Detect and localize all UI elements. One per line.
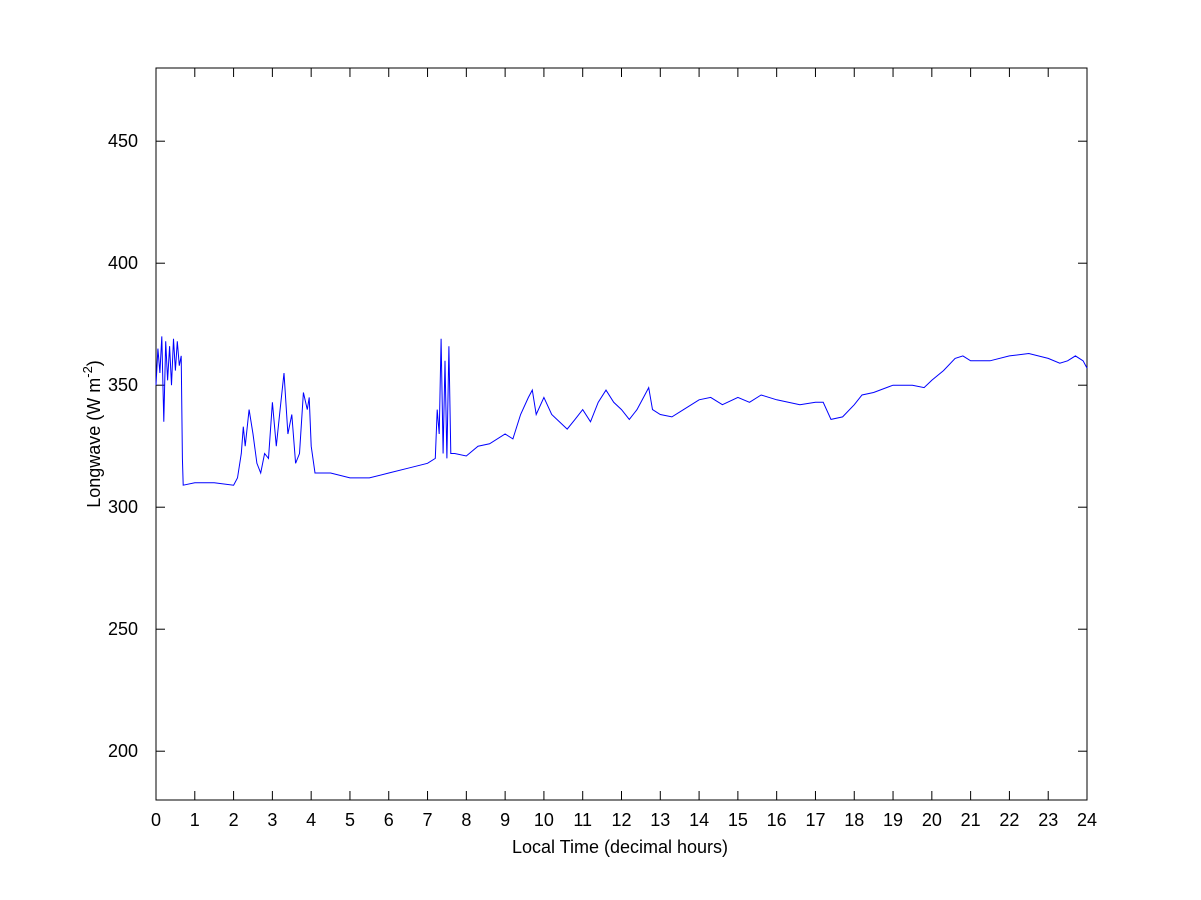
x-tick-label: 12	[611, 810, 631, 830]
y-label-text: Longwave (W m	[84, 378, 104, 508]
x-tick-label: 2	[229, 810, 239, 830]
x-tick-label: 18	[844, 810, 864, 830]
x-tick-label: 10	[534, 810, 554, 830]
y-tick-label: 400	[108, 253, 138, 273]
y-label-superscript: -2	[80, 366, 95, 378]
y-tick-label: 450	[108, 131, 138, 151]
x-tick-label: 11	[573, 810, 592, 830]
x-tick-label: 13	[650, 810, 670, 830]
plot-area	[155, 67, 1088, 801]
x-tick-label: 3	[267, 810, 277, 830]
x-tick-label: 17	[805, 810, 825, 830]
x-tick-label: 9	[500, 810, 510, 830]
x-tick-label: 5	[345, 810, 355, 830]
x-tick-label: 7	[423, 810, 433, 830]
y-tick-label: 350	[108, 375, 138, 395]
x-tick-label: 19	[883, 810, 903, 830]
x-tick-label: 8	[461, 810, 471, 830]
y-axis-label: Longwave (W m-2)	[80, 360, 104, 508]
x-tick-label: 23	[1038, 810, 1058, 830]
data-line	[155, 336, 1088, 486]
x-tick-label: 24	[1077, 810, 1097, 830]
x-tick-label: 4	[306, 810, 316, 830]
x-tick-label: 15	[728, 810, 748, 830]
x-tick-label: 14	[689, 810, 709, 830]
y-tick-label: 200	[108, 741, 138, 761]
x-tick-label: 6	[384, 810, 394, 830]
y-tick-label: 250	[108, 619, 138, 639]
x-axis-label: Local Time (decimal hours)	[512, 837, 728, 857]
y-label-suffix: )	[84, 360, 104, 366]
x-tick-label: 20	[922, 810, 942, 830]
x-tick-label: 1	[190, 810, 200, 830]
y-tick-label: 300	[108, 497, 138, 517]
x-tick-label: 22	[999, 810, 1019, 830]
x-tick-label: 21	[961, 810, 981, 830]
x-tick-label: 0	[151, 810, 161, 830]
x-tick-label: 16	[767, 810, 787, 830]
